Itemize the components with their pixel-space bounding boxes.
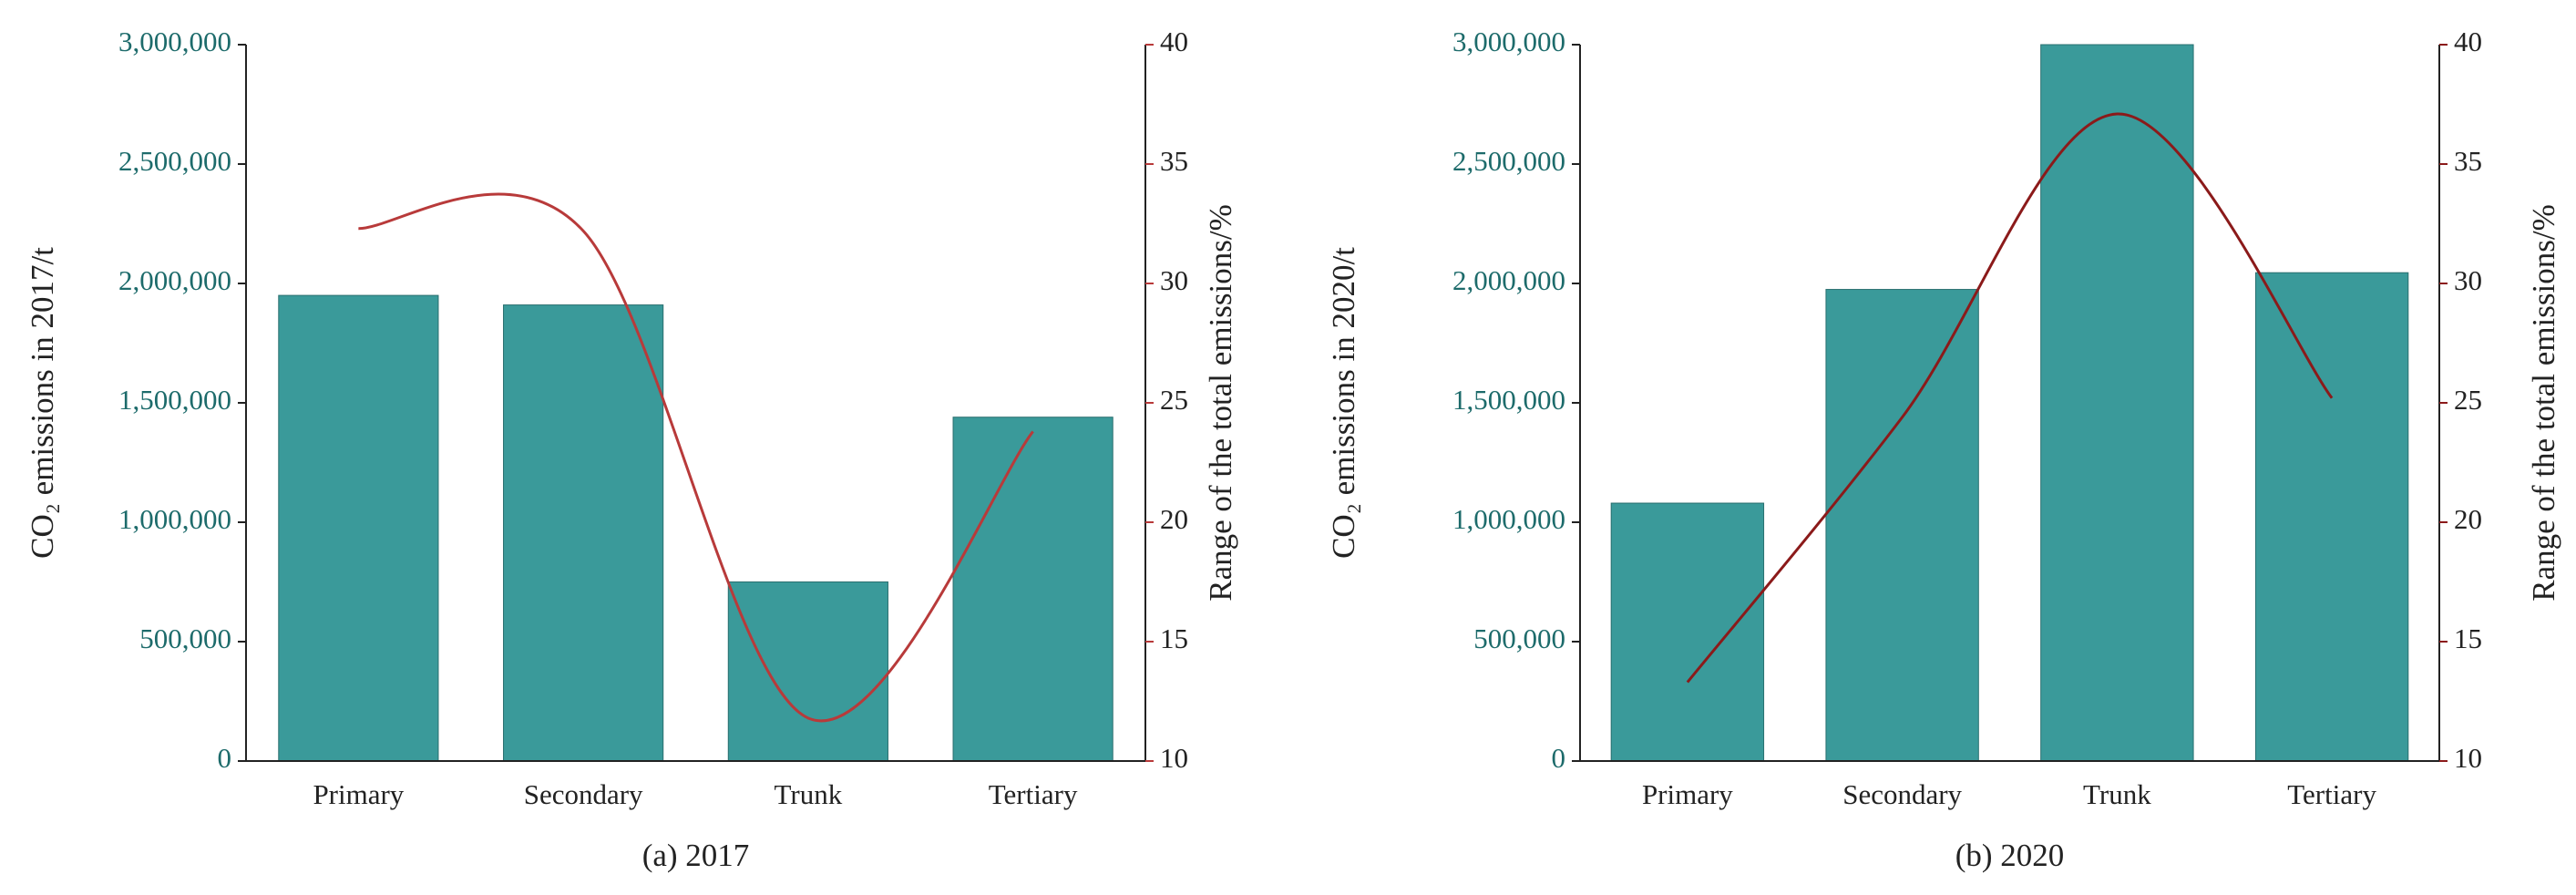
line bbox=[358, 192, 1034, 723]
x-tick-label: Tertiary bbox=[989, 778, 1078, 810]
y-tick-label: 1,000,000 bbox=[1452, 503, 1565, 535]
line bbox=[1686, 112, 2334, 684]
y-axis-label: CO₂ emissions in 2020/t bbox=[1326, 247, 1361, 559]
y2-tick-label: 25 bbox=[1160, 384, 1188, 416]
subtitle: (b) 2020 bbox=[1955, 838, 2065, 873]
x-tick-label: Secondary bbox=[1842, 778, 1962, 810]
y2-tick-label: 35 bbox=[2454, 145, 2482, 177]
y2-tick-label: 40 bbox=[1160, 26, 1188, 57]
y-axis-label: CO₂ emissions in 2017/t bbox=[25, 247, 60, 559]
bar bbox=[952, 417, 1114, 762]
y-tick-label: 0 bbox=[218, 742, 232, 774]
x-tick-label: Trunk bbox=[775, 778, 843, 810]
bar bbox=[278, 294, 439, 762]
y2-tick-label: 20 bbox=[2454, 503, 2482, 535]
y-tick-label: 1,500,000 bbox=[1452, 384, 1565, 416]
y-tick-label: 2,000,000 bbox=[118, 264, 231, 296]
bar bbox=[2040, 44, 2194, 762]
y2-tick-label: 20 bbox=[1160, 503, 1188, 535]
bar bbox=[2254, 272, 2409, 762]
x-tick-label: Tertiary bbox=[2287, 778, 2376, 810]
y2-tick-label: 40 bbox=[2454, 26, 2482, 57]
x-tick-label: Secondary bbox=[524, 778, 643, 810]
x-tick-label: Trunk bbox=[2083, 778, 2151, 810]
y-tick-label: 500,000 bbox=[139, 622, 231, 654]
bar bbox=[1610, 502, 1765, 762]
y-tick-label: 3,000,000 bbox=[118, 26, 231, 57]
y-tick-label: 3,000,000 bbox=[1452, 26, 1565, 57]
bar bbox=[727, 581, 888, 762]
y-tick-label: 0 bbox=[1552, 742, 1566, 774]
y-tick-label: 1,000,000 bbox=[118, 503, 231, 535]
y-tick-label: 2,500,000 bbox=[1452, 145, 1565, 177]
y2-tick-label: 35 bbox=[1160, 145, 1188, 177]
y-tick-label: 1,500,000 bbox=[118, 384, 231, 416]
x-tick-label: Primary bbox=[313, 778, 404, 810]
y2-tick-label: 30 bbox=[1160, 264, 1188, 296]
y2-axis-label: Range of the total emissions/% bbox=[2526, 204, 2561, 601]
y2-tick-label: 10 bbox=[1160, 742, 1188, 774]
y2-axis-label: Range of the total emissions/% bbox=[1203, 204, 1238, 601]
y2-tick-label: 30 bbox=[2454, 264, 2482, 296]
y2-tick-label: 15 bbox=[1160, 622, 1188, 654]
subtitle: (a) 2017 bbox=[642, 838, 750, 873]
y-tick-label: 500,000 bbox=[1473, 622, 1565, 654]
y-tick-label: 2,500,000 bbox=[118, 145, 231, 177]
bar bbox=[503, 304, 664, 762]
y2-tick-label: 15 bbox=[2454, 622, 2482, 654]
y2-tick-label: 10 bbox=[2454, 742, 2482, 774]
x-tick-label: Primary bbox=[1642, 778, 1733, 810]
y-tick-label: 2,000,000 bbox=[1452, 264, 1565, 296]
y2-tick-label: 25 bbox=[2454, 384, 2482, 416]
bar bbox=[1825, 289, 1979, 762]
